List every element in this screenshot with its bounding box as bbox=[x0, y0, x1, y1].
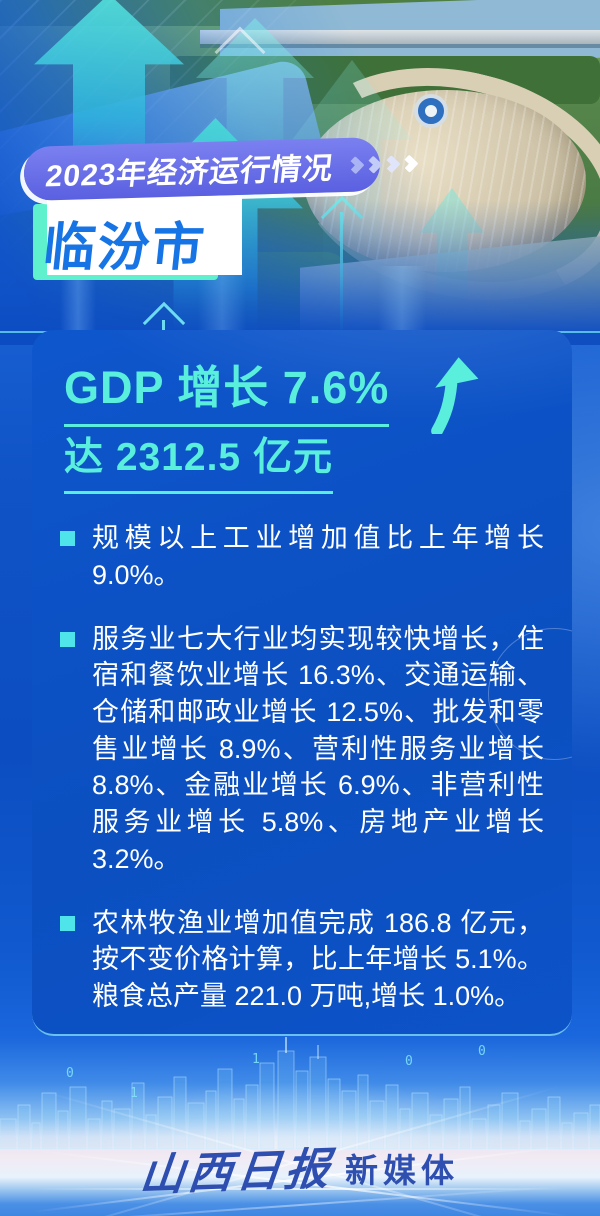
year-banner: 2023年经济运行情况 bbox=[23, 137, 419, 201]
stat-item: 规模以上工业增加值比上年增长 9.0%。 bbox=[60, 520, 544, 593]
binary-digit: 0 bbox=[405, 1054, 413, 1069]
stat-item: 服务业七大行业均实现较快增长，住宿和餐饮业增长 16.3%、交通运输、仓储和邮政… bbox=[60, 621, 544, 878]
binary-digit: 1 bbox=[130, 1086, 138, 1101]
stat-text: 规模以上工业增加值比上年增长 9.0%。 bbox=[92, 523, 544, 590]
binary-digit: 0 bbox=[66, 1066, 74, 1081]
stat-text: 服务业七大行业均实现较快增长，住宿和餐饮业增长 16.3%、交通运输、仓储和邮政… bbox=[92, 623, 544, 874]
banner-title: 2023年经济运行情况 bbox=[43, 152, 336, 194]
card-sheen bbox=[32, 330, 572, 550]
up-arrow-outline-icon bbox=[142, 301, 186, 345]
binary-digit: 0 bbox=[478, 1044, 486, 1059]
stats-card: GDP 增长 7.6% 达 2312.5 亿元 规模以上工业增加值比上年增长 9… bbox=[32, 330, 572, 1036]
rise-arrow-icon bbox=[431, 357, 479, 434]
stat-text: 农林牧渔业增加值完成 186.8 亿元，按不变价格计算，比上年增长 5.1%。粮… bbox=[92, 907, 544, 1012]
city-name-box: 临汾市 bbox=[33, 196, 242, 280]
gdp-headline: GDP 增长 7.6% 达 2312.5 亿元 bbox=[32, 330, 572, 495]
city-skyline-decoration: 0 1 0 0 1 bbox=[0, 1034, 600, 1149]
stat-item: 农林牧渔业增加值完成 186.8 亿元，按不变价格计算，比上年增长 5.1%。粮… bbox=[60, 905, 544, 1015]
light-ray-decoration bbox=[0, 1188, 600, 1190]
brand-logo: 山西日报 新媒体 bbox=[0, 1136, 600, 1202]
brand-suffix-text: 新媒体 bbox=[345, 1152, 459, 1189]
city-name: 临汾市 bbox=[40, 218, 209, 277]
footer: 山西日报 新媒体 bbox=[0, 1077, 600, 1216]
bullet-square-icon bbox=[60, 631, 75, 647]
banner-chevrons bbox=[344, 154, 419, 174]
brand-script-text: 山西日报 bbox=[137, 1143, 336, 1202]
bullet-square-icon bbox=[60, 915, 75, 931]
stats-list: 规模以上工业增加值比上年增长 9.0%。 服务业七大行业均实现较快增长，住宿和餐… bbox=[32, 520, 572, 1034]
gdp-total-text: 达 2312.5 亿元 bbox=[64, 436, 333, 495]
chevron-right-icon bbox=[346, 155, 365, 174]
bullet-square-icon bbox=[60, 531, 75, 547]
gdp-growth-text: GDP 增长 7.6% bbox=[64, 364, 390, 428]
binary-digit: 1 bbox=[252, 1052, 260, 1067]
